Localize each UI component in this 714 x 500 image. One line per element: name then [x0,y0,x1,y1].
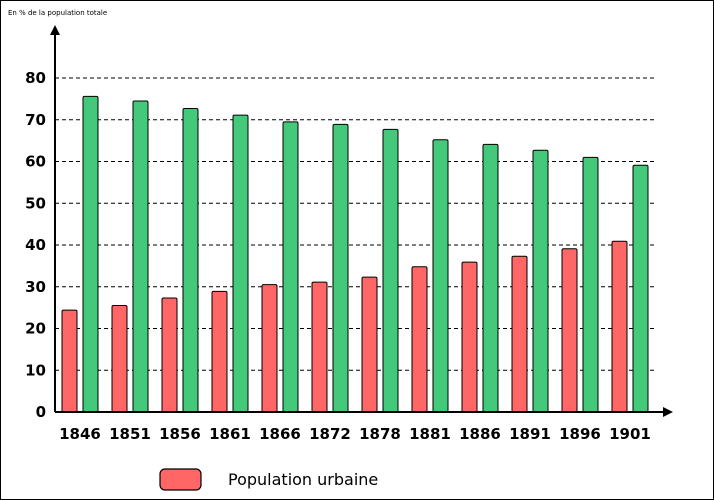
bar-urbaine [61,309,78,413]
x-tick-label: 1851 [109,425,151,443]
bar-series-2 [382,128,399,413]
bar-urbaine [161,297,178,413]
x-tick-label: 1861 [209,425,251,443]
grid-lines [55,77,655,371]
y-tick-label: 20 [25,320,46,338]
x-tick-label: 1891 [509,425,551,443]
bar-series-2 [432,139,449,413]
bar-urbaine [611,240,628,413]
bar-series-2 [232,114,249,413]
y-axis-label: En % de la population totale [8,9,107,17]
bar-urbaine [561,248,578,413]
bars-group [61,95,649,413]
bar-urbaine [411,266,428,413]
x-tick-label: 1846 [59,425,101,443]
bar-urbaine [111,305,128,413]
legend-swatch-urbaine [159,468,202,491]
y-tick-label: 60 [25,153,46,171]
legend-label-urbaine: Population urbaine [228,470,378,489]
bar-series-2 [282,121,299,413]
y-tick-label: 10 [25,361,46,379]
legend: Population urbaine [159,468,378,491]
bar-series-2 [182,107,199,413]
x-tick-label: 1878 [359,425,401,443]
bar-series-2 [632,164,649,413]
bar-series-2 [132,100,149,413]
y-tick-label: 30 [25,278,46,296]
y-tick-label: 0 [36,403,46,421]
bar-series-2 [82,95,99,413]
y-tick-labels: 0 10 20 30 40 50 60 70 80 [25,69,46,421]
x-tick-label: 1901 [609,425,651,443]
bar-series-2 [332,123,349,413]
bar-urbaine [361,276,378,413]
y-tick-label: 50 [25,194,46,212]
x-tick-label: 1886 [459,425,501,443]
bar-urbaine [261,284,278,413]
bar-urbaine [311,281,328,413]
x-tick-label: 1856 [159,425,201,443]
bar-urbaine [461,261,478,413]
bar-series-2 [532,149,549,413]
x-tick-label: 1872 [309,425,351,443]
x-tick-label: 1896 [559,425,601,443]
x-tick-label: 1881 [409,425,451,443]
y-tick-label: 70 [25,111,46,129]
bar-series-2 [482,143,499,413]
y-tick-label: 80 [25,69,46,87]
bar-urbaine [211,290,228,413]
bar-urbaine [511,255,528,413]
bar-series-2 [582,156,599,413]
x-tick-labels: 1846 1851 1856 1861 1866 1872 1878 1881 1886 1891… [59,425,651,443]
y-tick-label: 40 [25,236,46,254]
x-tick-label: 1866 [259,425,301,443]
